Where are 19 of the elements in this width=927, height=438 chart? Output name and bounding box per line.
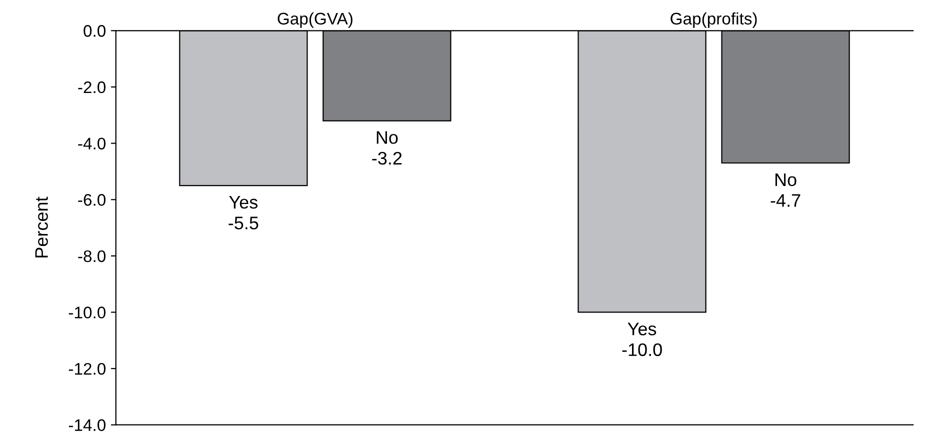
x-tick-label: Gap(GVA) — [278, 12, 352, 28]
y-tick-label: 0.0 — [84, 25, 106, 37]
y-tick-label: -4.0 — [78, 138, 106, 150]
series-label: Yes — [229, 196, 258, 209]
y-tick-label: -14.0 — [68, 419, 106, 432]
x-tick-label: Gap(profits) — [670, 12, 757, 28]
data-label: -3.2 — [372, 152, 402, 165]
y-axis-title: Percent — [35, 196, 48, 258]
y-tick-label: -12.0 — [68, 362, 106, 375]
y-tick-label: -10.0 — [68, 306, 106, 318]
text: Yes — [628, 322, 656, 336]
data-label: -5.5 — [228, 216, 258, 230]
y-tick-label: -6.0 — [78, 194, 106, 206]
series-label: No — [775, 174, 796, 186]
y-tick-label: -2.0 — [78, 81, 106, 94]
data-label: -10.0 — [622, 343, 662, 356]
data-label: -4.7 — [770, 194, 800, 207]
text: No — [376, 131, 398, 144]
y-tick-label: -8.0 — [78, 250, 106, 262]
